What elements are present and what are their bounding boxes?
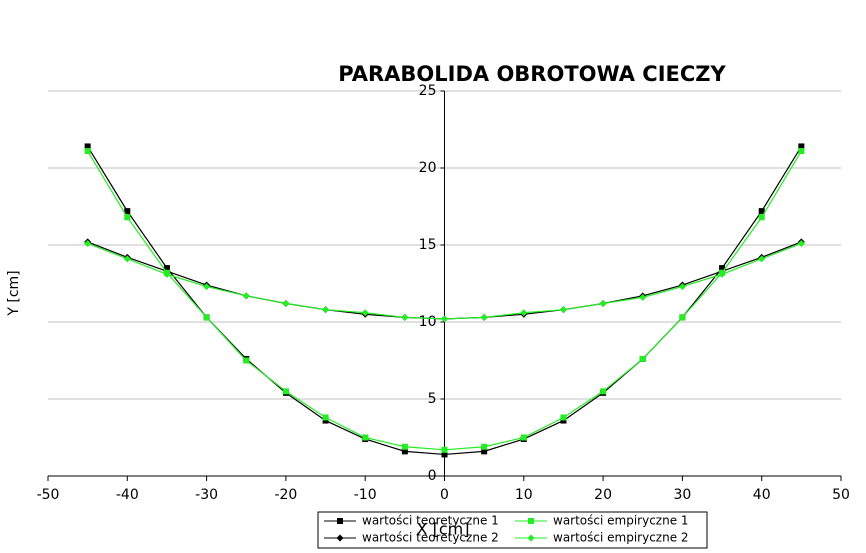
marker (481, 443, 488, 450)
marker (401, 313, 409, 321)
x-tick-label: 30 (673, 487, 691, 503)
y-tick-label: 10 (419, 314, 437, 330)
marker (203, 314, 210, 321)
marker (337, 518, 343, 524)
marker (84, 148, 91, 155)
marker (758, 214, 765, 221)
x-tick-label: 10 (515, 487, 533, 503)
marker (520, 309, 528, 317)
x-tick-label: 50 (832, 487, 850, 503)
x-tick-label: 40 (753, 487, 771, 503)
marker (798, 148, 805, 155)
x-tick-label: 20 (594, 487, 612, 503)
x-tick-label: -30 (195, 487, 218, 503)
marker (362, 434, 369, 441)
x-tick-label: -40 (116, 487, 139, 503)
y-tick-label: 5 (428, 391, 437, 407)
legend (317, 511, 708, 549)
marker (560, 414, 567, 421)
marker (336, 534, 344, 542)
y-tick-label: 20 (419, 160, 437, 176)
legend-label: wartości teoretyczne 2 (362, 531, 499, 545)
marker (401, 448, 408, 455)
marker (639, 355, 646, 362)
marker (84, 239, 92, 247)
x-axis-label: X [cm] (417, 520, 470, 539)
x-tick-label: 0 (440, 487, 449, 503)
marker (163, 270, 171, 278)
marker (441, 446, 448, 453)
marker (481, 448, 488, 455)
legend-label: wartości empiryczne 2 (553, 531, 689, 545)
marker (679, 314, 686, 321)
marker (361, 309, 369, 317)
marker (243, 357, 250, 364)
marker (123, 255, 131, 263)
marker (322, 414, 329, 421)
marker (441, 451, 448, 458)
marker (599, 300, 607, 308)
marker (527, 534, 535, 542)
marker (798, 143, 805, 150)
marker (758, 208, 765, 215)
y-tick-label: 25 (419, 83, 437, 99)
marker (480, 313, 488, 321)
marker (84, 143, 91, 150)
y-tick-label: 15 (419, 237, 437, 253)
marker (203, 283, 211, 291)
marker (600, 388, 607, 395)
marker (124, 214, 131, 221)
x-tick-label: -50 (37, 487, 60, 503)
marker (520, 434, 527, 441)
marker (758, 255, 766, 263)
marker (639, 293, 647, 301)
legend-label: wartości empiryczne 1 (553, 514, 689, 528)
marker (678, 283, 686, 291)
marker (797, 239, 805, 247)
marker (401, 443, 408, 450)
y-axis-label: Y [cm] (6, 270, 22, 316)
marker (322, 306, 330, 314)
chart-title: PARABOLIDA OBROTOWA CIECZY (338, 62, 726, 86)
x-tick-label: -10 (354, 487, 377, 503)
marker (528, 518, 534, 524)
marker (242, 292, 250, 300)
legend-label: wartości teoretyczne 1 (362, 514, 499, 528)
marker (282, 300, 290, 308)
x-tick-label: -20 (274, 487, 297, 503)
marker (124, 208, 131, 215)
marker (441, 315, 448, 323)
marker (559, 306, 567, 314)
marker (322, 417, 329, 424)
marker (282, 388, 289, 395)
marker (718, 270, 726, 278)
marker (560, 417, 567, 424)
